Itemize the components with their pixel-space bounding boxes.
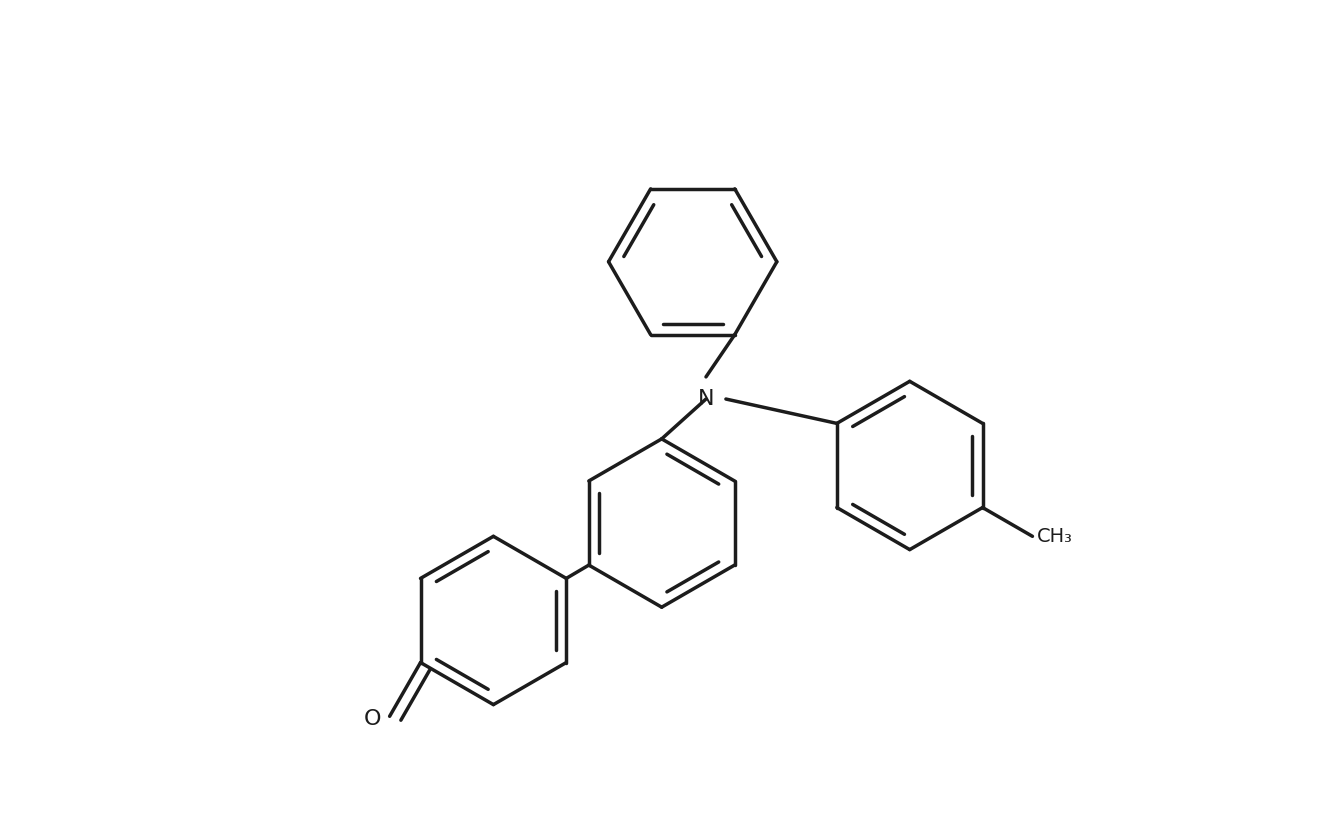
Text: CH₃: CH₃	[1037, 527, 1073, 545]
Text: O: O	[363, 709, 380, 729]
Text: N: N	[698, 389, 714, 409]
